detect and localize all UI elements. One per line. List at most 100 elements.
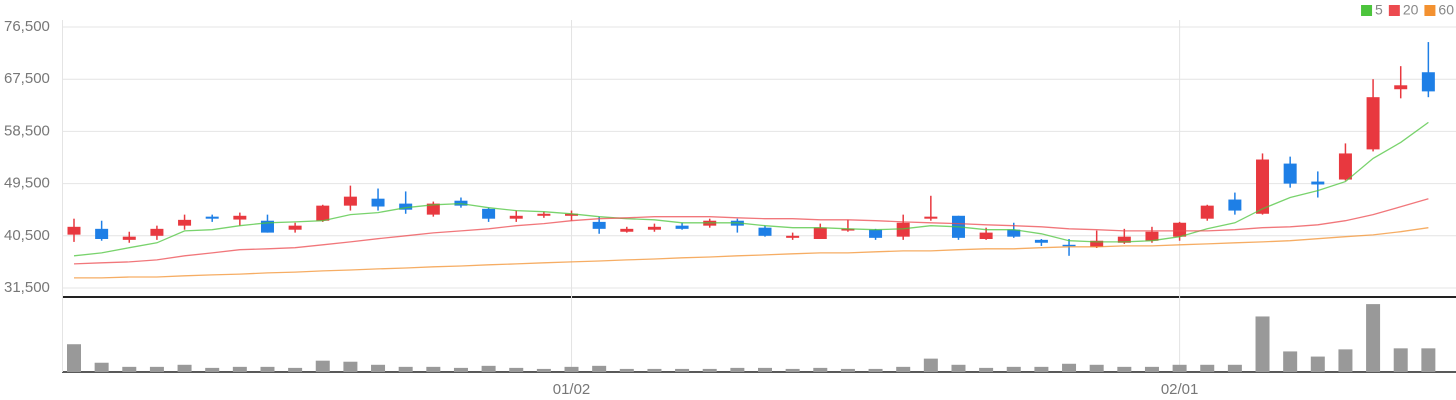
x-tick-label: 01/02 bbox=[553, 381, 591, 398]
volume-bar bbox=[1172, 364, 1187, 372]
candle-body bbox=[426, 203, 440, 215]
volume-bar bbox=[1283, 351, 1298, 372]
volume-bar bbox=[951, 364, 966, 372]
candle-body bbox=[675, 225, 689, 229]
volume-bar bbox=[122, 366, 137, 372]
volume-bar bbox=[1393, 348, 1408, 372]
volume-bar bbox=[94, 362, 109, 372]
candle-body bbox=[1200, 205, 1214, 219]
volume-bar bbox=[149, 366, 164, 372]
candle-body bbox=[1366, 97, 1380, 150]
candle-body bbox=[1062, 244, 1076, 247]
candle-body bbox=[1145, 231, 1159, 241]
volume-bar bbox=[1144, 366, 1159, 372]
volume-bar bbox=[315, 360, 330, 372]
volume-bar bbox=[758, 367, 772, 372]
legend-swatch bbox=[1424, 5, 1436, 16]
legend-label: 60 bbox=[1438, 2, 1454, 18]
candle-body bbox=[896, 222, 910, 237]
volume-bar bbox=[979, 367, 994, 372]
volume-bar bbox=[785, 368, 800, 372]
x-tick-label: 02/01 bbox=[1161, 381, 1199, 398]
volume-bar bbox=[840, 368, 855, 372]
candle-body bbox=[786, 235, 800, 238]
candle-body bbox=[1394, 85, 1408, 90]
volume-bar bbox=[868, 368, 883, 372]
volume-bar bbox=[813, 367, 828, 372]
legend-swatch bbox=[1388, 5, 1400, 16]
legend-label: 5 bbox=[1375, 2, 1383, 18]
candle-body bbox=[1090, 240, 1104, 247]
y-tick-label: 76,500 bbox=[4, 18, 50, 35]
volume-bar bbox=[398, 366, 413, 372]
candle-body bbox=[813, 227, 827, 239]
volume-bar bbox=[481, 365, 496, 372]
volume-bar bbox=[67, 344, 81, 372]
volume-bar bbox=[1200, 364, 1215, 372]
volume-bar bbox=[205, 367, 220, 372]
candle-body bbox=[205, 216, 219, 219]
candle-body bbox=[509, 215, 523, 219]
moving-average-line bbox=[73, 198, 1429, 265]
candle-body bbox=[150, 228, 164, 236]
candle-body bbox=[122, 236, 136, 240]
volume-bar bbox=[1338, 349, 1353, 372]
candle-body bbox=[178, 219, 192, 226]
candle-body bbox=[620, 228, 634, 232]
volume-bar bbox=[1310, 356, 1325, 372]
volume-bar bbox=[592, 365, 607, 372]
volume-bar bbox=[675, 368, 690, 372]
volume-bar bbox=[619, 368, 634, 372]
volume-bar bbox=[536, 368, 551, 372]
candle-body bbox=[1173, 222, 1187, 237]
candle-body bbox=[1338, 153, 1352, 180]
candle-body bbox=[647, 226, 661, 230]
volume-bar bbox=[509, 367, 524, 372]
moving-average-line bbox=[74, 227, 1429, 279]
candle-body bbox=[260, 220, 274, 233]
candle-body bbox=[758, 227, 772, 236]
volume-bar bbox=[896, 366, 911, 372]
volume-bar bbox=[1421, 348, 1436, 372]
candle-body bbox=[1117, 236, 1131, 243]
candle-body bbox=[1034, 239, 1048, 243]
candle-body bbox=[1228, 199, 1242, 211]
candle-body bbox=[482, 208, 496, 219]
volume-bar bbox=[343, 361, 358, 372]
volume-bar bbox=[1089, 364, 1104, 372]
volume-bar bbox=[177, 364, 192, 372]
candle-body bbox=[1421, 72, 1435, 92]
candle-body bbox=[841, 228, 855, 231]
candle-body bbox=[565, 213, 579, 216]
volume-bar bbox=[260, 366, 275, 372]
volume-bar bbox=[1227, 364, 1242, 372]
y-tick-label: 58,500 bbox=[4, 122, 50, 139]
candle-body bbox=[537, 213, 551, 216]
legend-swatch bbox=[1361, 5, 1373, 16]
volume-bar bbox=[1034, 366, 1049, 372]
volume-bar bbox=[453, 367, 468, 372]
y-tick-label: 67,500 bbox=[4, 70, 50, 87]
y-tick-label: 40,500 bbox=[4, 227, 50, 244]
candle-body bbox=[399, 203, 413, 210]
candle-body bbox=[316, 205, 330, 221]
candle-body bbox=[1283, 163, 1297, 184]
candle-body bbox=[869, 229, 883, 238]
candle-body bbox=[67, 226, 81, 235]
volume-bar bbox=[564, 366, 579, 372]
volume-bar bbox=[1366, 304, 1381, 372]
y-tick-label: 31,500 bbox=[4, 279, 50, 296]
candle-body bbox=[1007, 229, 1021, 237]
candle-body bbox=[1311, 181, 1325, 185]
candle-body bbox=[288, 225, 302, 230]
volume-bar bbox=[426, 366, 441, 372]
volume-bar bbox=[1006, 366, 1021, 372]
candle-body bbox=[233, 215, 247, 220]
moving-average-line bbox=[73, 121, 1429, 257]
volume-bar bbox=[1062, 363, 1077, 372]
volume-bar bbox=[647, 368, 662, 372]
volume-bar bbox=[288, 367, 303, 372]
volume-bar bbox=[1117, 366, 1132, 372]
